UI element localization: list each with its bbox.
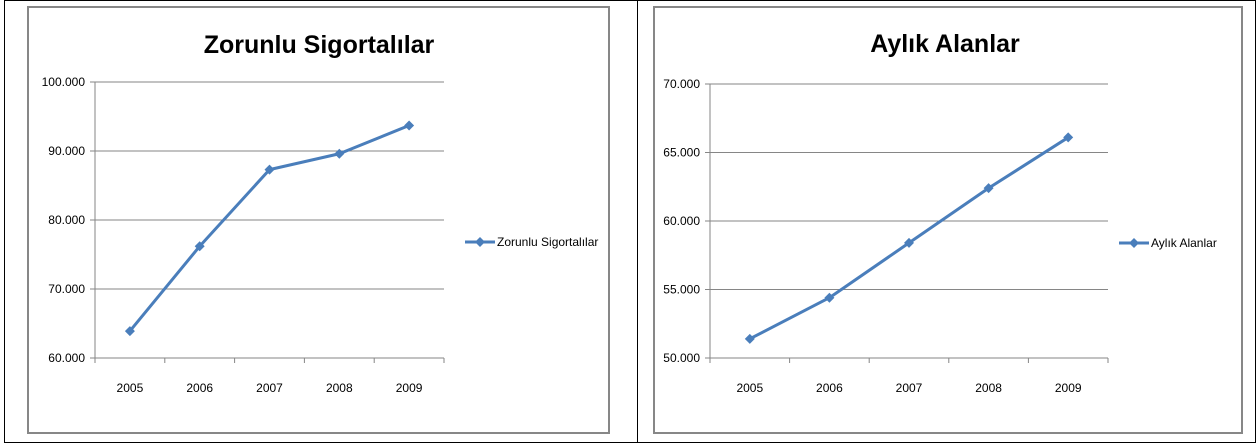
data-point-marker [904, 237, 914, 248]
data-point-marker [1063, 132, 1074, 143]
x-tick-label: 2006 [186, 381, 213, 395]
data-point-marker [264, 164, 275, 175]
data-point-marker [404, 120, 415, 131]
data-point-marker [194, 241, 205, 252]
data-point-marker [744, 333, 755, 344]
legend-marker [475, 237, 485, 247]
legend-marker [1129, 238, 1139, 248]
y-tick-label: 60.000 [663, 214, 700, 228]
y-tick-label: 90.000 [48, 144, 85, 158]
data-point-marker [983, 183, 994, 194]
table-cell-divider [637, 0, 638, 443]
y-tick-label: 50.000 [663, 351, 700, 365]
x-tick-label: 2007 [256, 381, 283, 395]
legend-label: Aylık Alanlar [1151, 236, 1217, 250]
x-tick-label: 2007 [896, 381, 923, 395]
data-point-marker [824, 292, 835, 303]
y-tick-label: 100.000 [42, 75, 86, 89]
legend-label: Zorunlu Sigortalılar [497, 235, 598, 249]
chart-title: Zorunlu Sigortalılar [204, 31, 435, 59]
chart-title: Aylık Alanlar [870, 30, 1020, 58]
y-tick-label: 65.000 [663, 146, 700, 160]
x-tick-label: 2006 [816, 381, 843, 395]
chart-svg: Aylık Alanlar 50.000 55.000 60.000 65.000 70.… [663, 30, 1217, 395]
data-point-marker [334, 148, 345, 159]
x-tick-label: 2005 [117, 381, 144, 395]
y-tick-label: 70.000 [663, 77, 700, 91]
layout-table [4, 0, 1256, 443]
y-tick-label: 70.000 [48, 282, 85, 296]
series-line [128, 124, 410, 333]
chart-zorunlu-sigortalilar: Zorunlu Sigortalılar 60.000 70.000 80.000 90… [27, 6, 610, 434]
x-tick-label: 2008 [326, 381, 353, 395]
data-point-marker [124, 326, 135, 337]
y-tick-label: 80.000 [48, 213, 85, 227]
chart-aylik-alanlar: Aylık Alanlar 50.000 55.000 60.000 65.000 70.… [653, 6, 1243, 434]
y-tick-label: 55.000 [663, 283, 700, 297]
chart-svg: Zorunlu Sigortalılar 60.000 70.000 80.000 90… [42, 31, 599, 395]
x-tick-label: 2009 [396, 381, 423, 395]
x-tick-label: 2005 [736, 381, 763, 395]
x-tick-label: 2008 [975, 381, 1002, 395]
y-tick-label: 60.000 [48, 351, 85, 365]
x-tick-label: 2009 [1055, 381, 1082, 395]
